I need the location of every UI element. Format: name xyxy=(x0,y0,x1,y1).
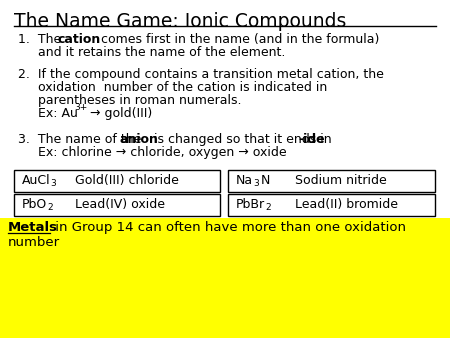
Text: cation: cation xyxy=(57,33,100,46)
Text: is changed so that it ends in: is changed so that it ends in xyxy=(150,133,340,146)
FancyBboxPatch shape xyxy=(228,194,435,216)
Text: -ide: -ide xyxy=(298,133,324,146)
Text: PbBr: PbBr xyxy=(236,198,265,211)
Text: 3.  The name of the: 3. The name of the xyxy=(18,133,145,146)
Text: PbO: PbO xyxy=(22,198,47,211)
Text: Gold(III) chloride: Gold(III) chloride xyxy=(75,174,179,187)
Text: The Name Game: Ionic Compounds: The Name Game: Ionic Compounds xyxy=(14,12,346,31)
Text: Lead(IV) oxide: Lead(IV) oxide xyxy=(75,198,165,211)
FancyBboxPatch shape xyxy=(228,170,435,192)
Text: Ex: Au: Ex: Au xyxy=(38,107,78,120)
FancyBboxPatch shape xyxy=(14,194,220,216)
FancyBboxPatch shape xyxy=(14,170,220,192)
Text: 3: 3 xyxy=(253,179,259,188)
Text: 3+: 3+ xyxy=(74,103,87,112)
Text: N: N xyxy=(261,174,270,187)
Text: 1.  The: 1. The xyxy=(18,33,65,46)
Text: number: number xyxy=(8,236,60,249)
Text: in Group 14 can often have more than one oxidation: in Group 14 can often have more than one… xyxy=(51,221,406,234)
Text: Sodium nitride: Sodium nitride xyxy=(295,174,387,187)
Text: AuCl: AuCl xyxy=(22,174,50,187)
Text: Ex: chlorine → chloride, oxygen → oxide: Ex: chlorine → chloride, oxygen → oxide xyxy=(38,146,287,159)
Text: 2.  If the compound contains a transition metal cation, the: 2. If the compound contains a transition… xyxy=(18,68,384,81)
Text: Metals: Metals xyxy=(8,221,58,234)
Text: parentheses in roman numerals.: parentheses in roman numerals. xyxy=(38,94,242,107)
Text: 2: 2 xyxy=(265,203,270,212)
Text: 3: 3 xyxy=(50,179,56,188)
Text: oxidation  number of the cation is indicated in: oxidation number of the cation is indica… xyxy=(38,81,327,94)
Text: and it retains the name of the element.: and it retains the name of the element. xyxy=(38,46,285,59)
FancyBboxPatch shape xyxy=(0,218,450,338)
Text: comes first in the name (and in the formula): comes first in the name (and in the form… xyxy=(97,33,379,46)
Text: 2: 2 xyxy=(47,203,53,212)
Text: Na: Na xyxy=(236,174,253,187)
Text: Lead(II) bromide: Lead(II) bromide xyxy=(295,198,398,211)
Text: → gold(III): → gold(III) xyxy=(86,107,152,120)
Text: anion: anion xyxy=(120,133,159,146)
